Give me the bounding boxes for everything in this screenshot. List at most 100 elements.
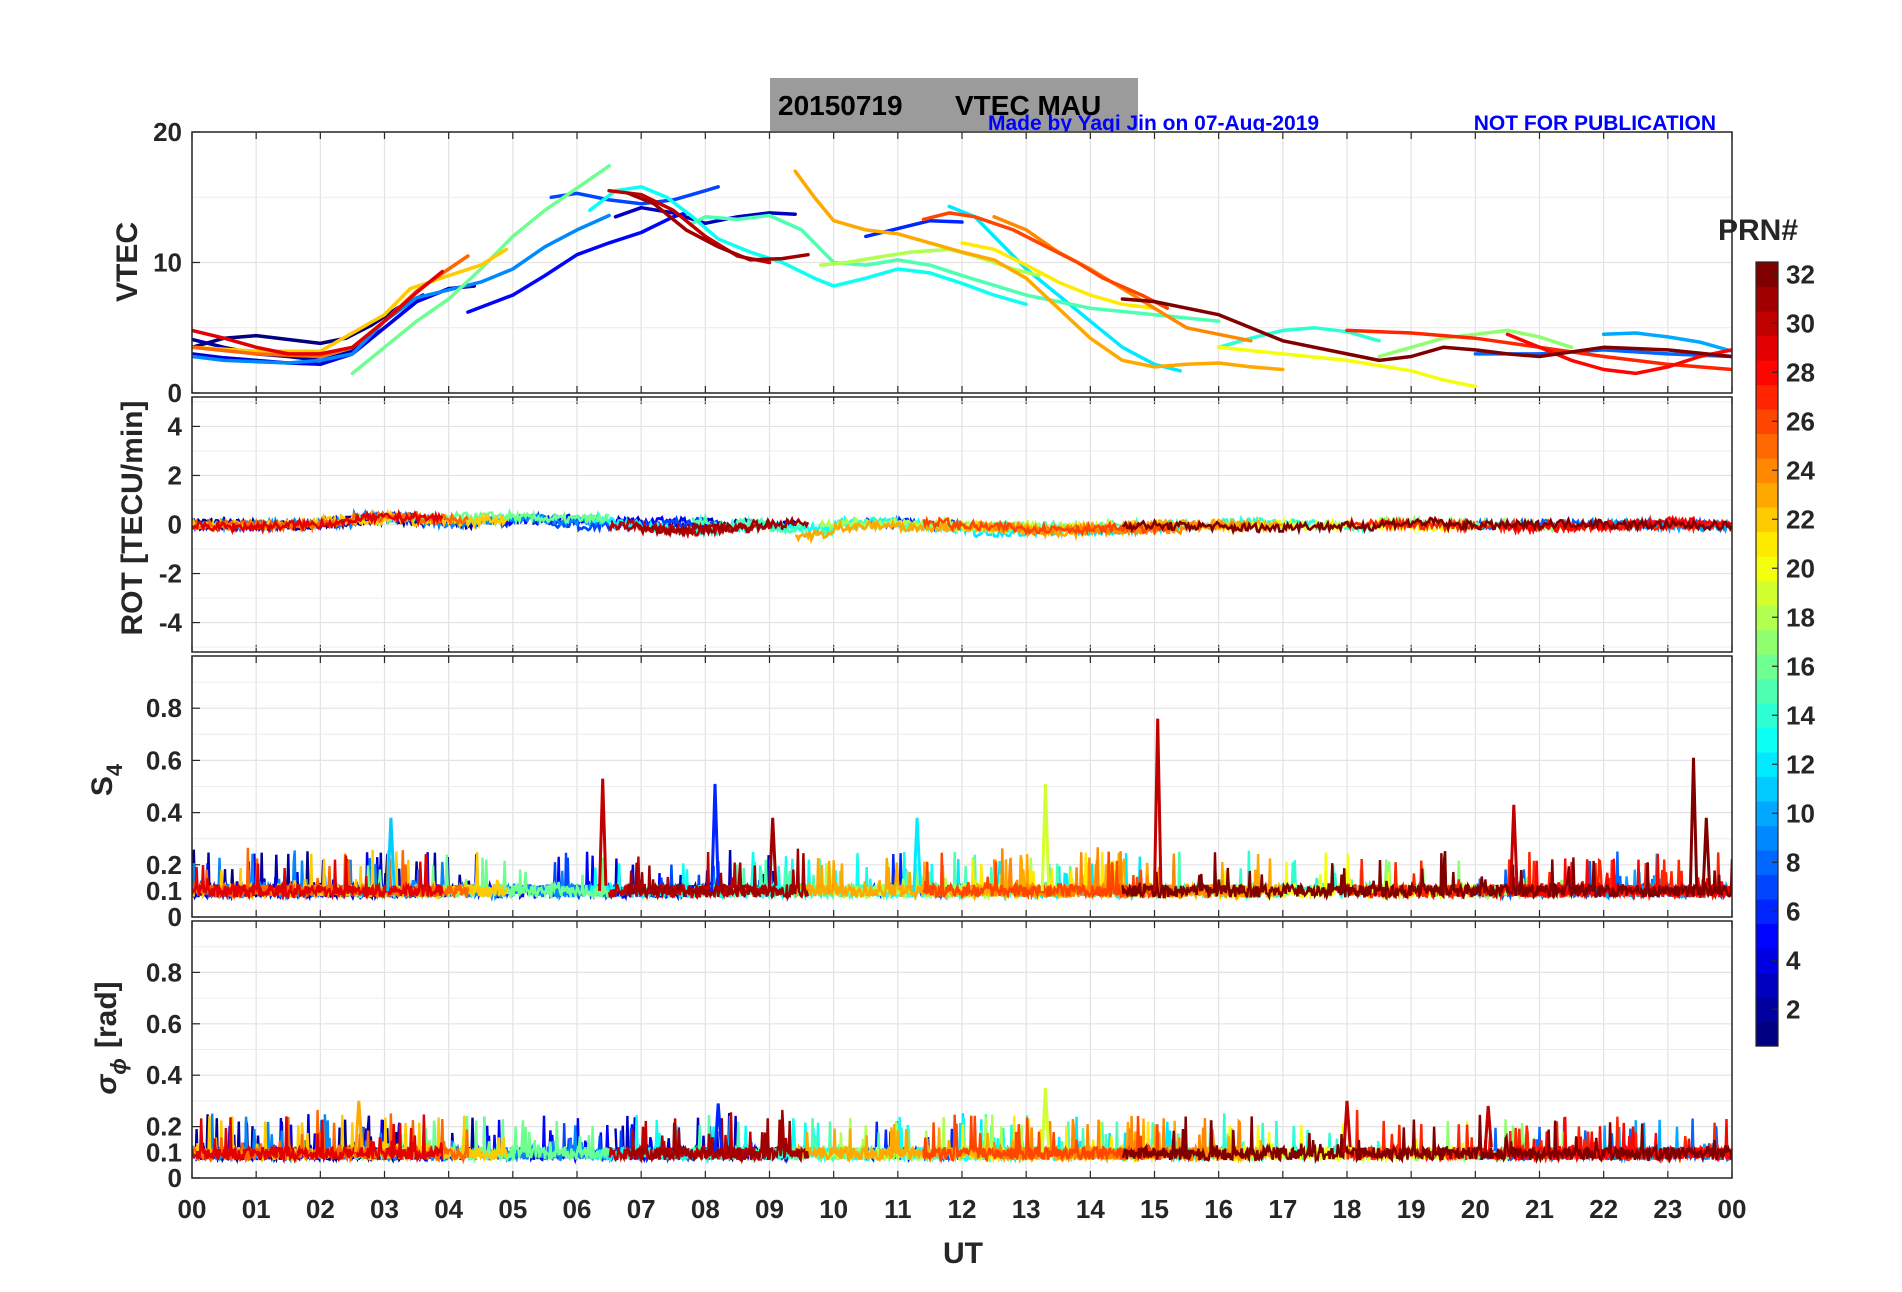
sigma_phi-ytick-label: 0.8	[146, 957, 182, 987]
vtec-series-prn-4	[192, 286, 451, 367]
vtec-ytick-label: 20	[153, 117, 182, 147]
colorbar-segment	[1756, 433, 1778, 459]
svg-text:S4: S4	[86, 763, 127, 796]
s4-ytick-label: 0.2	[146, 850, 182, 880]
colorbar-tick-label: 20	[1786, 553, 1815, 583]
colorbar-tick-label: 6	[1786, 896, 1800, 926]
colorbar-segment	[1756, 972, 1778, 998]
s4-series-prn-26	[922, 851, 1169, 901]
colorbar-segment	[1756, 703, 1778, 729]
x-tick-label: 11	[884, 1194, 912, 1224]
sigma_phi-series-prn-31	[627, 1109, 810, 1165]
x-tick-label: 14	[1076, 1194, 1105, 1224]
rot-series-prn-29	[192, 508, 444, 536]
colorbar-segment	[1756, 727, 1778, 753]
sigma-phi-panel: 00.10.2 0.4 0.6 0.8	[146, 920, 1733, 1193]
s4-ytick-label: 0.6	[146, 745, 182, 775]
x-tick-label: 21	[1525, 1194, 1554, 1224]
credit-text: Made by Yaqi Jin on 07-Aug-2019	[988, 112, 1319, 135]
x-tick-label: 06	[563, 1194, 592, 1224]
vtec-series-prn-10	[1601, 331, 1732, 353]
x-axis-label: UT	[943, 1237, 983, 1270]
s4-spike-prn-32	[1688, 757, 1699, 891]
sigma_phi-spike-prn-30	[1342, 1100, 1352, 1153]
x-tick-label: 04	[434, 1194, 463, 1224]
vtec-data	[192, 164, 1732, 389]
vtec-series-prn-9	[192, 213, 611, 365]
colorbar-tick-label: 28	[1786, 357, 1815, 387]
colorbar-tick-label: 12	[1786, 749, 1815, 779]
colorbar-segment	[1756, 948, 1778, 974]
vtec-series-prn-5	[466, 211, 688, 314]
vtec-ytick-label: 0	[168, 378, 182, 408]
x-tick-label: 12	[948, 1194, 977, 1224]
x-tick-label: 22	[1589, 1194, 1618, 1224]
x-tick-label: 00	[1718, 1194, 1747, 1224]
s4-ylabel: S4	[86, 763, 127, 796]
colorbar-segment	[1756, 384, 1778, 410]
s4-spike-prn-30	[598, 778, 608, 891]
sigma_phi-axes-frame	[191, 920, 1733, 1179]
rot-series-prn-31	[627, 515, 810, 538]
colorbar-tick-label: 22	[1786, 504, 1815, 534]
rot-series-prn-25	[192, 509, 469, 534]
x-tick-labels: 00 01 02 03 04 05 06 07 08 09 10 11 12 13 14 15 16 17 18 19…	[178, 1194, 1747, 1224]
vtec-series-prn-24	[992, 215, 1253, 343]
x-tick-label: 07	[627, 1194, 656, 1224]
sigma_phi-ytick-label: 0	[168, 1163, 182, 1193]
colorbar-tick-label: 4	[1786, 945, 1801, 975]
vtec-series-prn-7	[549, 185, 720, 206]
title-label: VTEC MAU	[955, 90, 1101, 121]
s4-ytick-label: 0.4	[146, 798, 183, 828]
colorbar-segment	[1756, 850, 1778, 876]
colorbar-segment	[1756, 874, 1778, 900]
colorbar-segment	[1756, 801, 1778, 827]
colorbar-tick-label: 10	[1786, 798, 1815, 828]
sigma_phi-spike-prn-23	[354, 1100, 364, 1153]
s4-panel: 00.10.2 0.4 0.6 0.8	[146, 655, 1733, 932]
rot-ytick-label: -4	[159, 608, 183, 638]
colorbar-tick-label: 2	[1786, 994, 1800, 1024]
s4-series-prn-29	[192, 853, 444, 901]
title-box: 20150719 VTEC MAU	[770, 78, 1138, 131]
s4-spike-prn-32	[1701, 817, 1711, 891]
colorbar-segment	[1756, 531, 1778, 557]
colorbar-label: PRN#	[1718, 214, 1798, 247]
x-tick-label: 19	[1397, 1194, 1426, 1224]
x-tick-label: 03	[370, 1194, 399, 1224]
vtec-series-prn-21	[960, 241, 1157, 310]
svg-text:σϕ[rad]: σϕ [rad]	[90, 981, 131, 1094]
colorbar-tick-label: 14	[1786, 700, 1815, 730]
vtec-series-prn-31	[626, 191, 810, 262]
colorbar-segment	[1756, 482, 1778, 508]
colorbar-tick-label: 16	[1786, 651, 1815, 681]
colorbar-tick-label: 8	[1786, 847, 1800, 877]
colorbar-frame	[1755, 261, 1779, 1047]
sigma_phi-series-prn-29	[192, 1114, 444, 1165]
s4-ylabel-sub: 4	[102, 763, 127, 776]
colorbar-segment	[1756, 752, 1778, 778]
sigma_phi-ytick-label: 0.6	[146, 1009, 182, 1039]
colorbar-tick-label: 18	[1786, 602, 1815, 632]
vtec-series-prn-1	[192, 293, 425, 350]
vtec-series-prn-26	[921, 211, 1170, 310]
x-tick-label: 05	[498, 1194, 527, 1224]
vtec-series-prn-17	[1377, 328, 1574, 359]
colorbar-tick-label: 26	[1786, 406, 1815, 436]
colorbar-segment	[1756, 335, 1778, 361]
colorbar-segment	[1756, 458, 1778, 484]
vtec-series-prn-23	[793, 169, 1285, 372]
sigma_phi-ytick-label: 0.2	[146, 1112, 182, 1142]
colorbar-segment	[1756, 556, 1778, 582]
rot-panel: -4 -2 0 2 4	[159, 396, 1733, 653]
vtec-series-prn-20	[1216, 345, 1478, 389]
colorbar-segment	[1756, 629, 1778, 655]
x-tick-label: 01	[242, 1194, 271, 1224]
vtec-series-prn-29	[192, 269, 445, 356]
colorbar-segment	[1756, 262, 1778, 288]
s4-series-prn-32	[1121, 850, 1732, 901]
sigma_phi-spike-prn-30	[1483, 1105, 1493, 1153]
colorbar-segment	[1756, 507, 1778, 533]
